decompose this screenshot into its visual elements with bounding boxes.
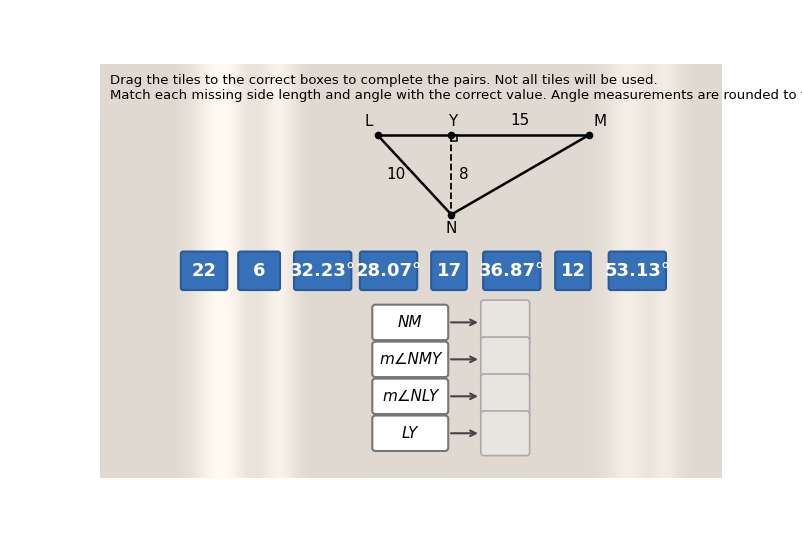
Text: 32.23°: 32.23° [290, 262, 355, 280]
FancyBboxPatch shape [180, 251, 227, 290]
FancyBboxPatch shape [555, 251, 591, 290]
FancyBboxPatch shape [372, 304, 448, 340]
Text: 22: 22 [192, 262, 217, 280]
FancyBboxPatch shape [483, 251, 541, 290]
FancyBboxPatch shape [480, 411, 529, 455]
Text: 12: 12 [561, 262, 585, 280]
Text: m∠NLY: m∠NLY [382, 389, 439, 404]
Text: L: L [365, 114, 373, 129]
Text: 36.87°: 36.87° [479, 262, 545, 280]
FancyBboxPatch shape [431, 251, 467, 290]
Text: LY: LY [402, 426, 419, 441]
FancyBboxPatch shape [360, 251, 417, 290]
FancyBboxPatch shape [480, 300, 529, 345]
Text: 15: 15 [510, 113, 529, 128]
Text: M: M [593, 114, 606, 129]
FancyBboxPatch shape [372, 416, 448, 451]
Text: 53.13°: 53.13° [605, 262, 670, 280]
FancyBboxPatch shape [372, 379, 448, 414]
Text: NM: NM [398, 315, 423, 330]
FancyBboxPatch shape [480, 337, 529, 382]
FancyBboxPatch shape [238, 251, 280, 290]
Text: 17: 17 [436, 262, 461, 280]
Text: N: N [446, 221, 457, 236]
Text: Drag the tiles to the correct boxes to complete the pairs. Not all tiles will be: Drag the tiles to the correct boxes to c… [110, 74, 657, 86]
FancyBboxPatch shape [294, 251, 351, 290]
Text: 6: 6 [253, 262, 265, 280]
FancyBboxPatch shape [609, 251, 666, 290]
FancyBboxPatch shape [372, 342, 448, 377]
Text: 10: 10 [386, 168, 405, 183]
Text: 8: 8 [459, 168, 468, 183]
Text: 28.07°: 28.07° [355, 262, 422, 280]
Text: Match each missing side length and angle with the correct value. Angle measureme: Match each missing side length and angle… [110, 89, 802, 102]
Text: Y: Y [448, 114, 457, 129]
FancyBboxPatch shape [480, 374, 529, 419]
Text: m∠NMY: m∠NMY [379, 352, 441, 367]
